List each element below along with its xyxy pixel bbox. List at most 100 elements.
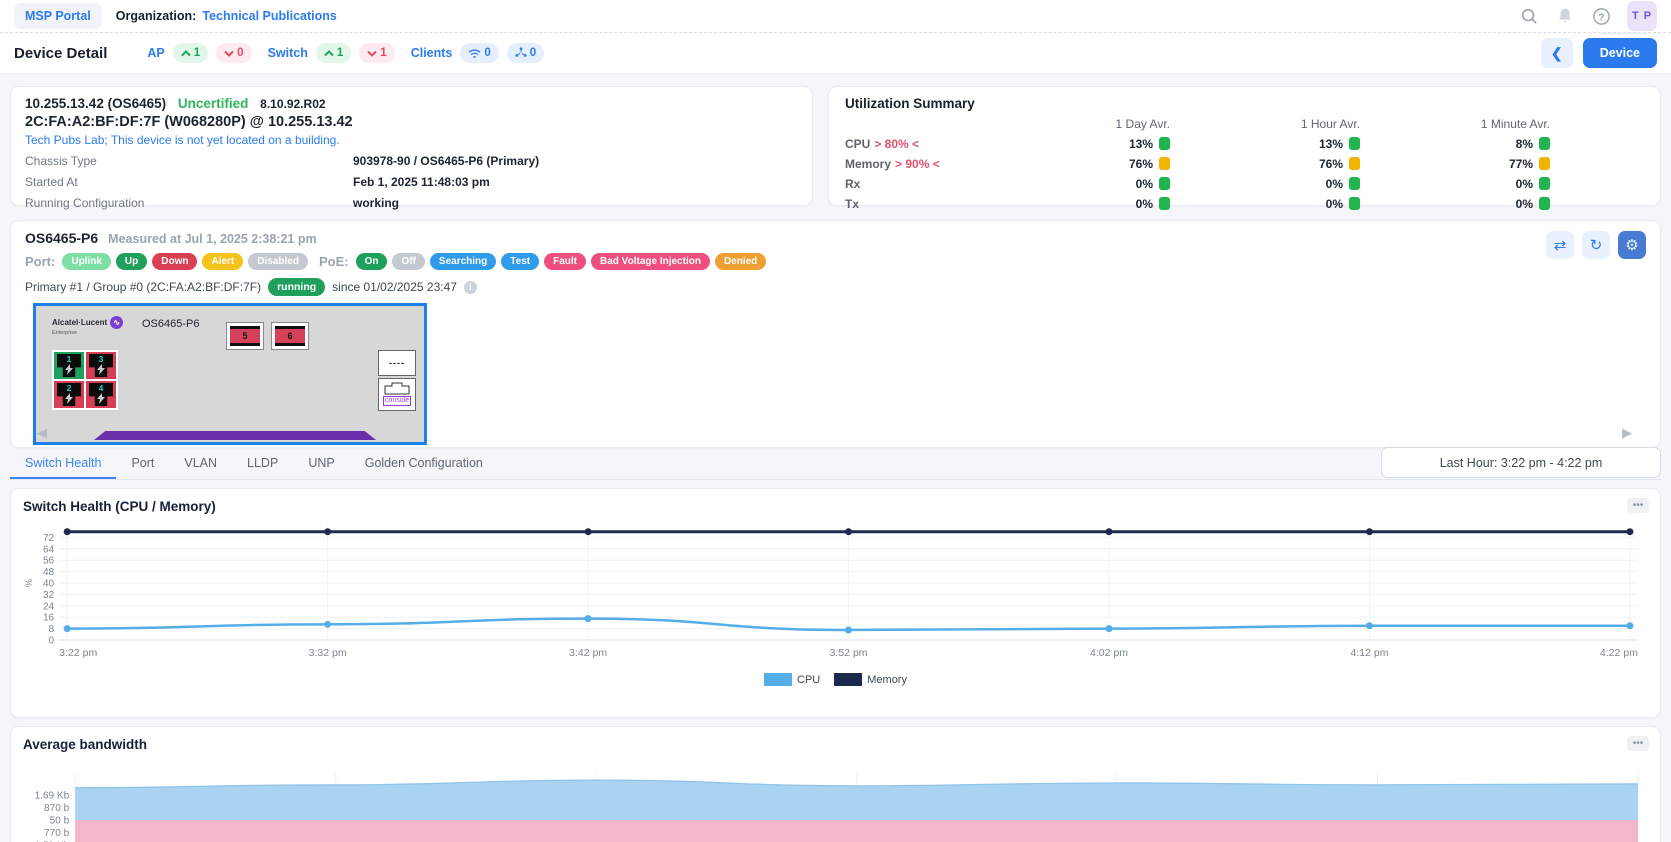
col-1-day-avr: 1 Day Avr. [1115, 117, 1170, 131]
top-navigation-bar: MSP Portal Organization: Technical Publi… [0, 0, 1671, 32]
port-legend-label: Port: [25, 254, 56, 269]
compare-swap-button[interactable]: ⇄ [1546, 231, 1574, 259]
wireless-clients-badge[interactable]: 0 [460, 43, 499, 63]
running-status-badge: running [268, 278, 326, 296]
chassis-type-field: Chassis Type 903978-90 / OS6465-P6 (Prima… [25, 154, 540, 168]
svg-text:64: 64 [43, 544, 55, 555]
lightning-bolt-icon [97, 393, 105, 404]
svg-text:40: 40 [43, 579, 55, 590]
info-icon[interactable]: i [463, 280, 477, 294]
clients-stat-label: Clients [410, 46, 453, 60]
device-info-card: 10.255.13.42 (OS6465) Uncertified 8.10.9… [10, 86, 813, 210]
device-detail-header: Device Detail AP 1 0 Switch 1 1 Clients … [0, 32, 1671, 74]
device-location-link[interactable]: Tech Pubs Lab; This device is not yet lo… [25, 133, 340, 147]
organization-label: Organization: [115, 9, 197, 23]
chevron-down-icon [224, 50, 234, 57]
svg-text:%: % [24, 579, 34, 587]
legend-item-cpu[interactable]: CPU [764, 673, 820, 686]
ap-stat-label: AP [147, 46, 165, 60]
rx-1day-value: 0% [980, 177, 1170, 191]
svg-text:48: 48 [43, 567, 55, 578]
rx-1min-value: 0% [1360, 177, 1550, 191]
svg-text:1.69 Kb: 1.69 Kb [35, 791, 70, 802]
port-state-up-badge: Up [115, 253, 148, 270]
search-icon[interactable] [1519, 6, 1539, 26]
device-model-title: OS6465-P6 [25, 230, 99, 246]
poe-state-bad-voltage-injection-badge: Bad Voltage Injection [591, 253, 710, 270]
ap-down-count-badge[interactable]: 0 [216, 43, 252, 63]
poe-legend-label: PoE: [318, 254, 349, 269]
since-text: since 01/02/2025 23:47 [332, 280, 457, 294]
tab-golden-configuration[interactable]: Golden Configuration [364, 456, 483, 470]
poe-port-4[interactable]: 4 [86, 381, 116, 408]
tab-unp[interactable]: UNP [308, 456, 335, 470]
utilization-title: Utilization Summary [845, 96, 975, 111]
poe-port-2[interactable]: 2 [54, 381, 84, 408]
help-icon[interactable]: ? [1591, 6, 1611, 26]
status-chip [1159, 177, 1170, 190]
back-button[interactable]: ❮ [1540, 38, 1573, 68]
svg-text:1.59 Kb: 1.59 Kb [35, 841, 70, 842]
chevron-up-icon [324, 49, 334, 56]
chart-menu-button[interactable]: ••• [1627, 736, 1649, 751]
ap-up-count-badge[interactable]: 1 [172, 43, 209, 63]
vendor-logo: Alcatel·Lucent ∿ Enterprise [52, 316, 124, 336]
uplink-port-5[interactable]: 5 [226, 322, 264, 350]
tab-switch-health[interactable]: Switch Health [10, 450, 117, 479]
memory-row-label: Memory > 90% < [845, 157, 940, 171]
svg-text:24: 24 [43, 601, 55, 612]
device-mac-line: 2C:FA:A2:BF:DF:7F (W068280P) @ 10.255.13… [25, 114, 353, 130]
tx-1min-value: 0% [1360, 197, 1550, 211]
switch-up-count-badge[interactable]: 1 [315, 43, 352, 63]
col-1-minute-avr: 1 Minute Avr. [1480, 117, 1550, 131]
device-button[interactable]: Device [1582, 38, 1657, 68]
page-title: Device Detail [14, 44, 108, 62]
panel-base-decoration [94, 431, 376, 440]
tx-1day-value: 0% [980, 197, 1170, 211]
settings-gear-button[interactable]: ⚙ [1618, 231, 1646, 259]
svg-text:32: 32 [43, 590, 55, 601]
tab-lldp[interactable]: LLDP [247, 456, 279, 470]
cpu-1min-value: 8% [1360, 137, 1550, 151]
legend-item-memory[interactable]: Memory [834, 673, 907, 686]
carousel-next-arrow[interactable]: ▶ [1622, 425, 1632, 440]
port-state-alert-badge: Alert [202, 253, 244, 270]
switch-down-count-badge[interactable]: 1 [359, 43, 395, 63]
status-chip [1349, 137, 1360, 150]
lightning-bolt-icon [65, 393, 73, 404]
carousel-prev-arrow[interactable]: ◀ [37, 425, 47, 440]
svg-text:16: 16 [43, 613, 55, 624]
device-ip-line: 10.255.13.42 (OS6465) Uncertified 8.10.9… [25, 96, 798, 111]
time-range-selector[interactable]: Last Hour: 3:22 pm - 4:22 pm [1381, 447, 1661, 478]
device-panel-card: OS6465-P6 Measured at Jul 1, 2025 2:38:2… [10, 220, 1661, 448]
notifications-bell-icon[interactable] [1555, 6, 1575, 26]
utilization-summary-card: Utilization Summary 1 Day Avr. 1 Hour Av… [828, 86, 1661, 211]
refresh-button[interactable]: ↻ [1582, 231, 1610, 259]
cpu-1day-value: 13% [980, 137, 1170, 151]
measured-at-text: Measured at Jul 1, 2025 2:38:21 pm [108, 232, 317, 246]
status-chip [1159, 197, 1170, 210]
svg-text:3:22 pm: 3:22 pm [59, 647, 97, 659]
console-port: console [378, 378, 416, 411]
chart-menu-button[interactable]: ••• [1627, 498, 1649, 513]
msp-portal-badge[interactable]: MSP Portal [14, 3, 102, 29]
poe-port-1[interactable]: 1 [54, 352, 84, 379]
poe-port-3[interactable]: 3 [86, 352, 116, 379]
tab-port[interactable]: Port [131, 456, 155, 470]
certification-status: Uncertified [177, 96, 249, 111]
svg-text:50 b: 50 b [50, 816, 70, 827]
svg-text:3:42 pm: 3:42 pm [569, 647, 607, 659]
organization-link[interactable]: Technical Publications [202, 9, 337, 23]
user-avatar[interactable]: T P [1627, 1, 1657, 31]
svg-text:4:22 pm: 4:22 pm [1600, 647, 1638, 659]
tab-vlan[interactable]: VLAN [184, 456, 218, 470]
wired-clients-badge[interactable]: 0 [506, 43, 545, 63]
uplink-port-6[interactable]: 6 [271, 322, 309, 350]
status-chip [1539, 177, 1550, 190]
chevron-up-icon [181, 49, 191, 56]
svg-text:4:12 pm: 4:12 pm [1350, 647, 1388, 659]
usb-port: ---- [378, 350, 416, 376]
